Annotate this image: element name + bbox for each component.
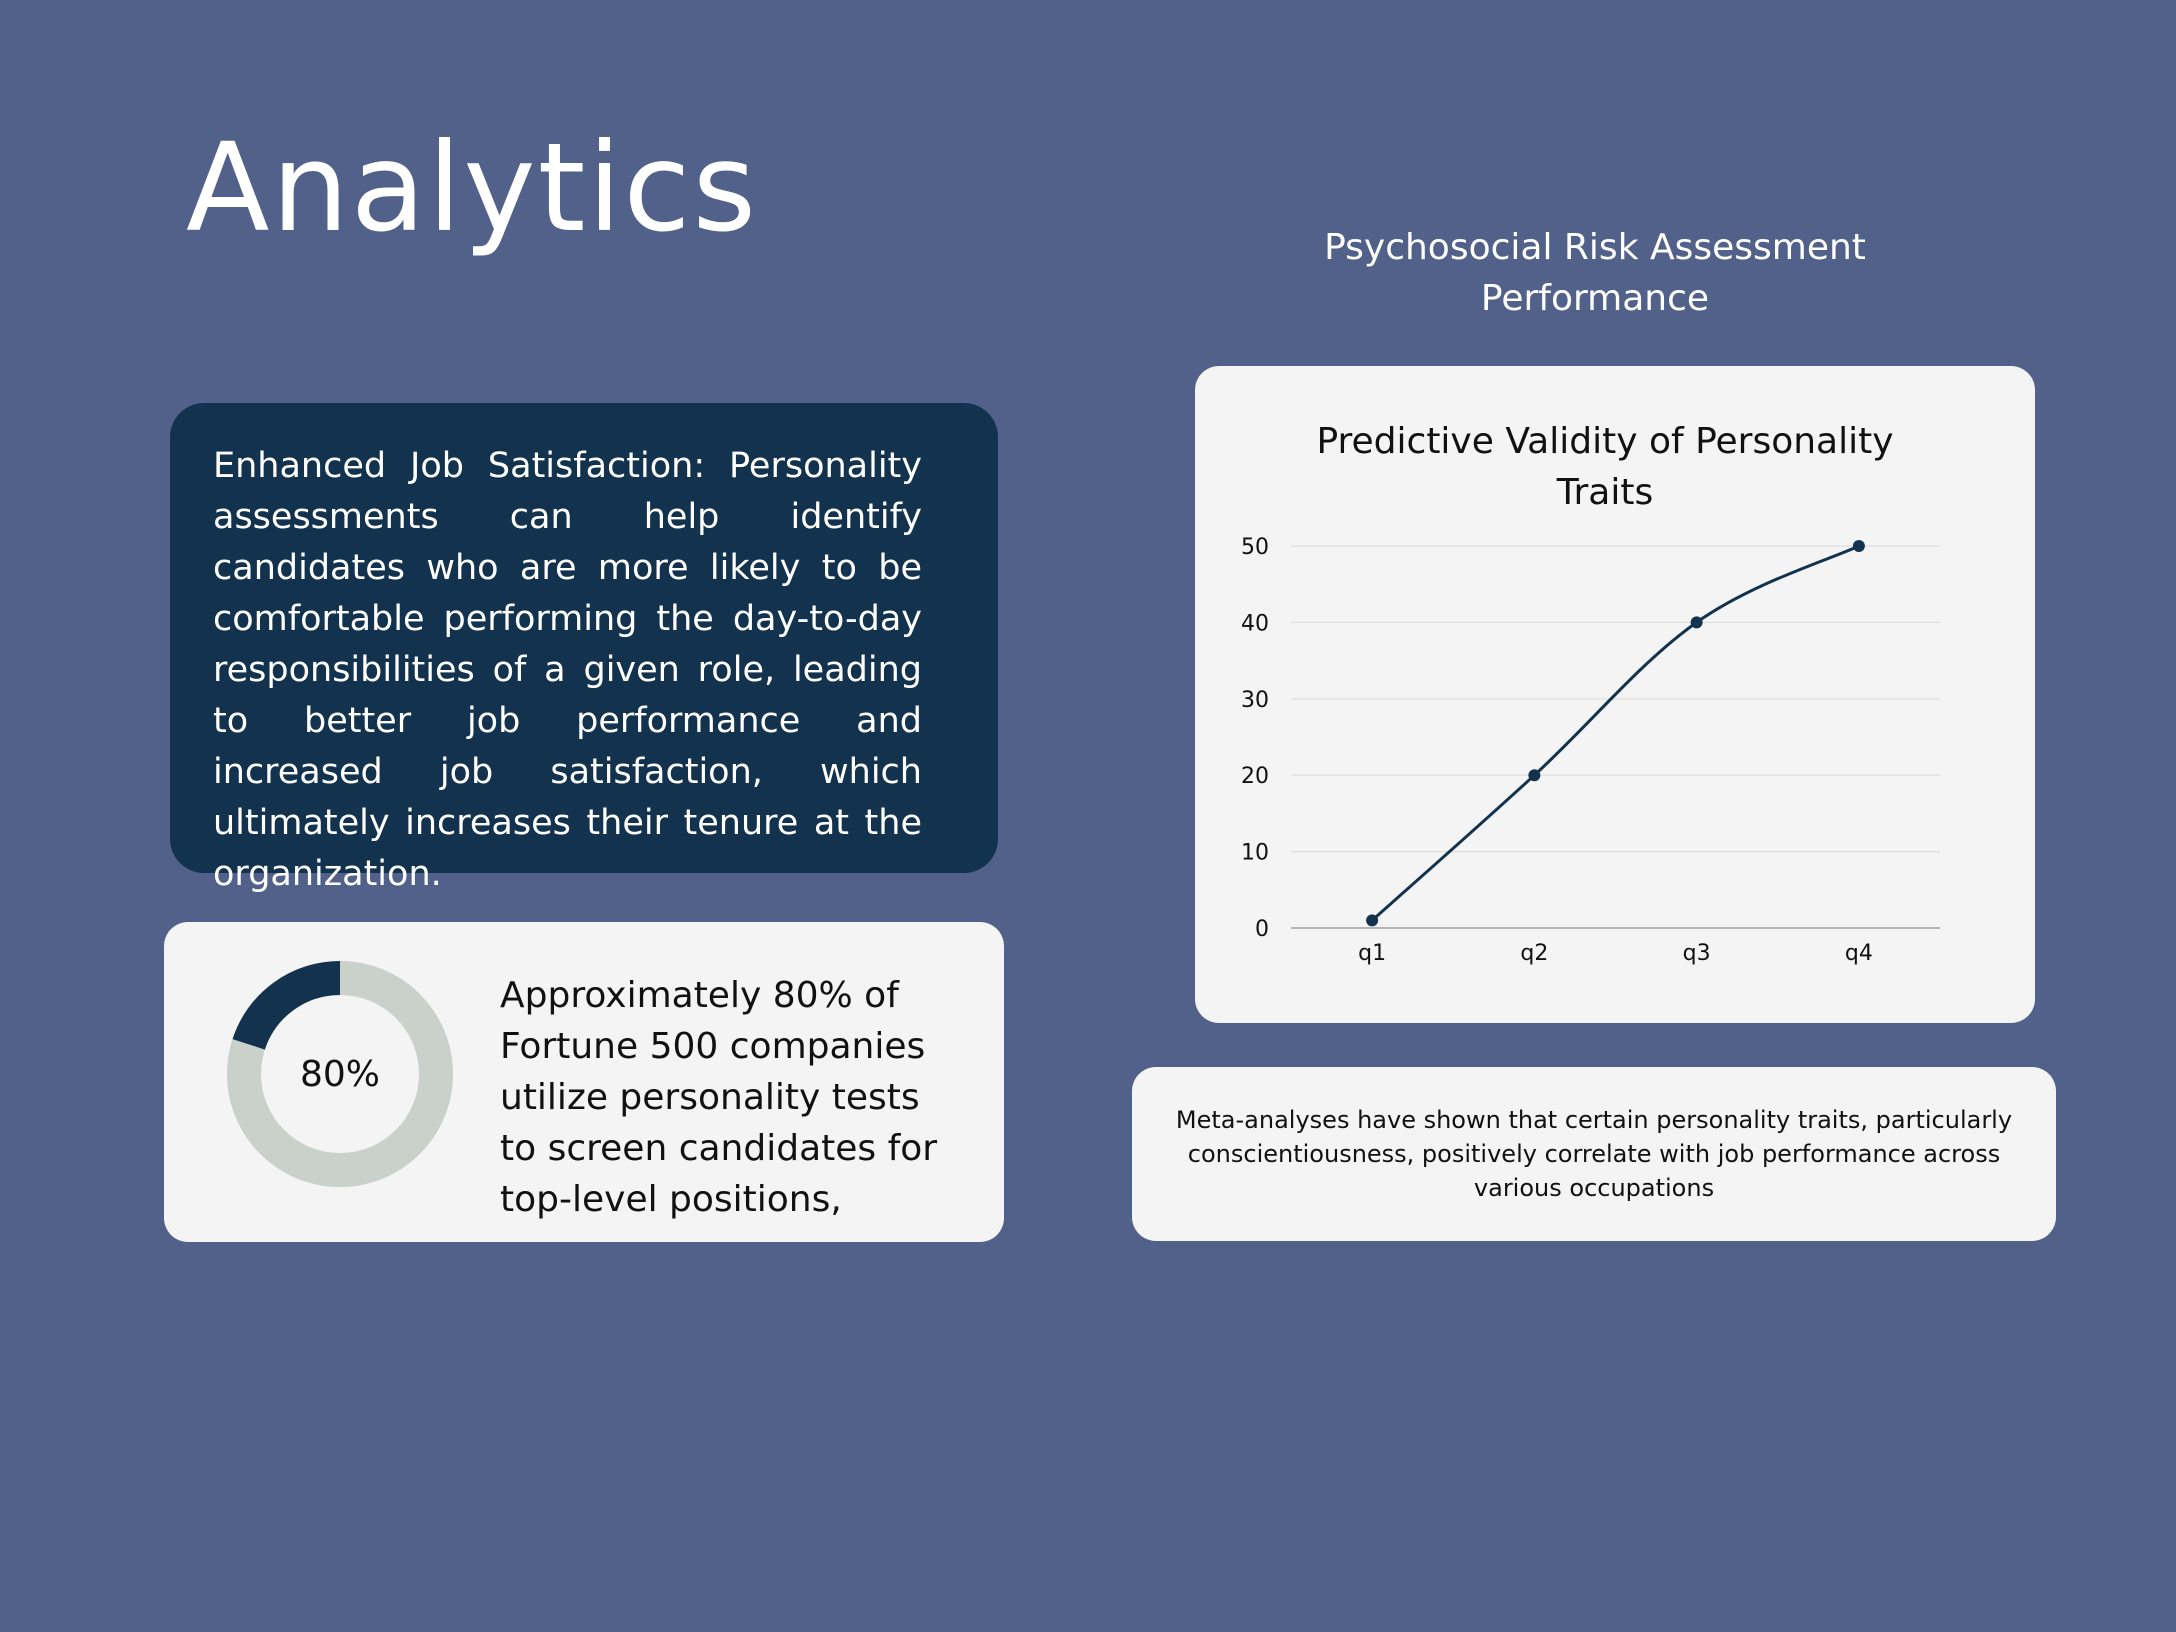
meta-analysis-card: Meta-analyses have shown that certain pe… <box>1132 1067 2056 1241</box>
meta-analysis-text: Meta-analyses have shown that certain pe… <box>1175 1106 2013 1202</box>
series-line <box>1371 544 1860 922</box>
data-point <box>1366 914 1379 927</box>
section-heading: Psychosocial Risk Assessment Performance <box>1200 222 1990 324</box>
y-tick-label: 50 <box>1241 535 1269 560</box>
data-point <box>1852 540 1865 552</box>
data-point <box>1528 769 1541 782</box>
donut-filled-arc <box>232 961 341 1051</box>
page-title: Analytics <box>186 117 759 259</box>
x-tick-label: q1 <box>1358 941 1386 966</box>
donut-chart: 80% <box>227 961 453 1187</box>
section-heading-line-1: Psychosocial Risk Assessment <box>1324 227 1866 268</box>
y-tick-label: 20 <box>1241 764 1269 789</box>
job-satisfaction-card: Enhanced Job Satisfaction: Personality a… <box>170 403 998 894</box>
job-satisfaction-text: Enhanced Job Satisfaction: Personality a… <box>213 446 922 894</box>
y-tick-label: 30 <box>1241 688 1269 713</box>
fortune-500-stat-card: 80% Approximately 80% of Fortune 500 com… <box>164 922 1004 1242</box>
chart-title-line-1: Predictive Validity of Personality <box>1316 421 1893 462</box>
line-chart-card: Predictive Validity of Personality Trait… <box>1195 366 2035 1023</box>
x-tick-label: q3 <box>1683 941 1711 966</box>
line-chart: Predictive Validity of Personality Trait… <box>1241 421 1940 966</box>
donut-percent-label: 80% <box>300 1054 380 1095</box>
data-point <box>1690 616 1703 629</box>
y-tick-label: 0 <box>1255 917 1269 942</box>
x-tick-label: q4 <box>1845 941 1873 966</box>
section-heading-line-2: Performance <box>1480 278 1710 319</box>
y-tick-label: 40 <box>1241 611 1269 636</box>
x-tick-label: q2 <box>1520 941 1548 966</box>
y-tick-label: 10 <box>1241 841 1269 866</box>
fortune-500-stat-text: Approximately 80% of Fortune 500 compani… <box>500 975 938 1220</box>
chart-title-line-2: Traits <box>1556 472 1653 513</box>
